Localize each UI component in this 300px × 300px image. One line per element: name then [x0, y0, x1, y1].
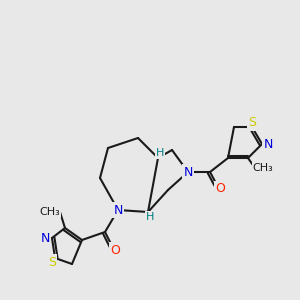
Text: H: H: [156, 148, 164, 158]
Text: O: O: [110, 244, 120, 256]
Text: CH₃: CH₃: [253, 163, 273, 173]
Text: H: H: [146, 212, 154, 222]
Text: S: S: [48, 256, 56, 268]
Text: N: N: [183, 166, 193, 178]
Text: N: N: [40, 232, 50, 244]
Text: N: N: [263, 137, 273, 151]
Text: O: O: [215, 182, 225, 196]
Text: CH₃: CH₃: [40, 207, 60, 217]
Text: N: N: [113, 203, 123, 217]
Text: S: S: [248, 116, 256, 130]
